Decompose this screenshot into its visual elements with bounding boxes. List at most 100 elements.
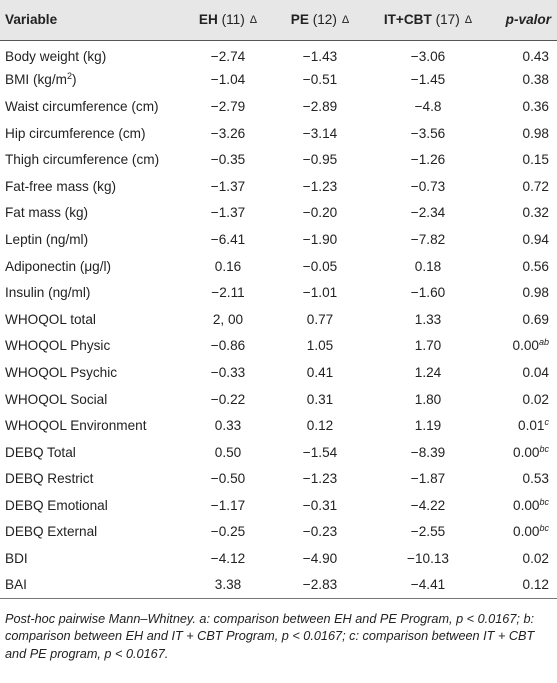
- cell-itcbt: 0.18: [414, 258, 442, 274]
- cell-eh: 2, 00: [212, 311, 244, 327]
- cell-eh: 0.50: [214, 444, 242, 460]
- cell-itcbt: 1.24: [414, 364, 442, 380]
- table-row: WHOQOL total 2, 00 0.77 1.33 0.69: [0, 306, 557, 333]
- cell-itcbt: −3.56: [410, 125, 446, 141]
- cell-pvalue: 0.00ab: [512, 337, 549, 354]
- cell-itcbt: −0.73: [410, 178, 446, 194]
- cell-itcbt: −7.82: [410, 231, 446, 247]
- cell-variable: Insulin (ng/ml): [5, 285, 91, 301]
- cell-variable: DEBQ Restrict: [5, 471, 94, 487]
- cell-pe: −2.89: [302, 98, 338, 114]
- cell-pe: −0.05: [302, 258, 338, 274]
- cell-pvalue: 0.38: [522, 72, 549, 88]
- cell-itcbt: −8.39: [410, 444, 446, 460]
- cell-itcbt: −3.06: [410, 49, 446, 65]
- cell-pe: −0.31: [302, 497, 338, 513]
- cell-pe: −0.95: [302, 152, 338, 168]
- cell-pvalue: 0.00bc: [513, 443, 549, 460]
- cell-itcbt: 1.70: [414, 338, 442, 354]
- table-body: Body weight (kg) −2.74 −1.43 −3.06 0.43 BMI (…: [0, 40, 557, 599]
- cell-eh: −0.22: [210, 391, 246, 407]
- cell-variable: Leptin (ng/ml): [5, 231, 89, 247]
- cell-variable: Fat-free mass (kg): [5, 178, 117, 194]
- cell-eh: −0.35: [210, 152, 246, 168]
- cell-eh: −1.04: [210, 72, 246, 88]
- table-footnote: Post-hoc pairwise Mann–Whitney. a: compa…: [5, 611, 535, 661]
- cell-pvalue: 0.43: [522, 49, 549, 65]
- cell-pvalue: 0.36: [522, 98, 549, 114]
- header-row: Variable EH (11) Δ PE (12) Δ IT+CBT (17) Δ …: [0, 0, 557, 40]
- cell-itcbt: −4.8: [414, 98, 442, 114]
- table-row: DEBQ Emotional −1.17 −0.31 −4.22 0.00bc: [0, 492, 557, 519]
- cell-itcbt: −1.26: [410, 152, 446, 168]
- table-row: DEBQ Total 0.50 −1.54 −8.39 0.00bc: [0, 439, 557, 466]
- cell-eh: 0.16: [214, 258, 242, 274]
- header-variable: Variable: [5, 12, 58, 28]
- cell-itcbt: 1.19: [414, 418, 442, 434]
- results-table: Variable EH (11) Δ PE (12) Δ IT+CBT (17) Δ …: [0, 0, 557, 599]
- cell-pvalue: 0.69: [522, 311, 549, 327]
- table-row: Thigh circumference (cm) −0.35 −0.95 −1.26 0…: [0, 146, 557, 173]
- cell-eh: −0.33: [210, 364, 246, 380]
- cell-pe: −1.43: [302, 49, 338, 65]
- table-row: WHOQOL Psychic −0.33 0.41 1.24 0.04: [0, 359, 557, 386]
- cell-variable: Thigh circumference (cm): [5, 152, 160, 168]
- cell-pe: 0.41: [306, 364, 334, 380]
- cell-pe: −0.20: [302, 205, 338, 221]
- table-row: Leptin (ng/ml) −6.41 −1.90 −7.82 0.94: [0, 226, 557, 253]
- cell-pe: −2.83: [302, 577, 338, 593]
- cell-pe: 0.31: [306, 391, 334, 407]
- cell-variable: Fat mass (kg): [5, 205, 89, 221]
- cell-pvalue: 0.01c: [518, 417, 550, 434]
- table-row: Adiponectin (μg/l) 0.16 −0.05 0.18 0.56: [0, 253, 557, 280]
- cell-variable: WHOQOL Social: [5, 391, 108, 407]
- cell-itcbt: −1.60: [410, 285, 446, 301]
- cell-variable: Body weight (kg): [5, 49, 107, 65]
- significance-marker: bc: [539, 443, 549, 454]
- cell-eh: −4.12: [210, 551, 246, 567]
- cell-pe: −1.23: [302, 471, 338, 487]
- significance-marker: c: [544, 417, 550, 428]
- table-header: Variable EH (11) Δ PE (12) Δ IT+CBT (17) Δ …: [0, 0, 557, 40]
- cell-pe: 0.77: [306, 311, 334, 327]
- table-row: Fat mass (kg) −1.37 −0.20 −2.34 0.32: [0, 200, 557, 227]
- cell-pvalue: 0.15: [522, 152, 549, 168]
- cell-eh: −1.37: [210, 178, 246, 194]
- cell-pvalue: 0.32: [522, 205, 549, 221]
- cell-eh: −3.26: [210, 125, 246, 141]
- table-row: Hip circumference (cm) −3.26 −3.14 −3.56 0.9…: [0, 120, 557, 147]
- cell-pvalue: 0.56: [522, 258, 549, 274]
- cell-variable: WHOQOL Physic: [5, 338, 111, 354]
- cell-pe: −0.51: [302, 72, 338, 88]
- table-row: Waist circumference (cm) −2.79 −2.89 −4.8 0.…: [0, 93, 557, 120]
- cell-pvalue: 0.98: [522, 285, 549, 301]
- cell-itcbt: 1.33: [414, 311, 442, 327]
- cell-variable: Adiponectin (μg/l): [5, 258, 112, 274]
- cell-itcbt: −4.22: [410, 497, 446, 513]
- table-row: BDI −4.12 −4.90 −10.13 0.02: [0, 545, 557, 572]
- cell-eh: −0.25: [210, 524, 246, 540]
- delta-icon: Δ: [249, 14, 258, 27]
- cell-pvalue: 0.04: [522, 364, 549, 380]
- cell-variable: DEBQ Emotional: [5, 497, 108, 513]
- cell-pvalue: 0.98: [522, 125, 549, 141]
- table-row: BAI 3.38 −2.83 −4.41 0.12: [0, 572, 557, 599]
- cell-variable: BMI (kg/m2): [5, 71, 77, 88]
- cell-itcbt: −4.41: [410, 577, 446, 593]
- table-row: Body weight (kg) −2.74 −1.43 −3.06 0.43: [0, 40, 557, 67]
- significance-marker: bc: [539, 496, 549, 507]
- cell-variable: WHOQOL Environment: [5, 418, 147, 434]
- cell-pvalue: 0.94: [522, 231, 549, 247]
- cell-variable: WHOQOL total: [5, 311, 96, 327]
- table-row: DEBQ External −0.25 −0.23 −2.55 0.00bc: [0, 519, 557, 546]
- cell-eh: −0.50: [210, 471, 246, 487]
- cell-itcbt: −2.55: [410, 524, 446, 540]
- cell-variable: Waist circumference (cm): [5, 98, 159, 114]
- cell-pvalue: 0.02: [522, 391, 549, 407]
- cell-variable: WHOQOL Psychic: [5, 364, 118, 380]
- table-row: WHOQOL Environment 0.33 0.12 1.19 0.01c: [0, 412, 557, 439]
- table-figure: Variable EH (11) Δ PE (12) Δ IT+CBT (17) Δ …: [0, 0, 557, 661]
- cell-pe: 1.05: [306, 338, 334, 354]
- cell-pe: −4.90: [302, 551, 338, 567]
- header-eh: EH (11) Δ: [198, 12, 258, 28]
